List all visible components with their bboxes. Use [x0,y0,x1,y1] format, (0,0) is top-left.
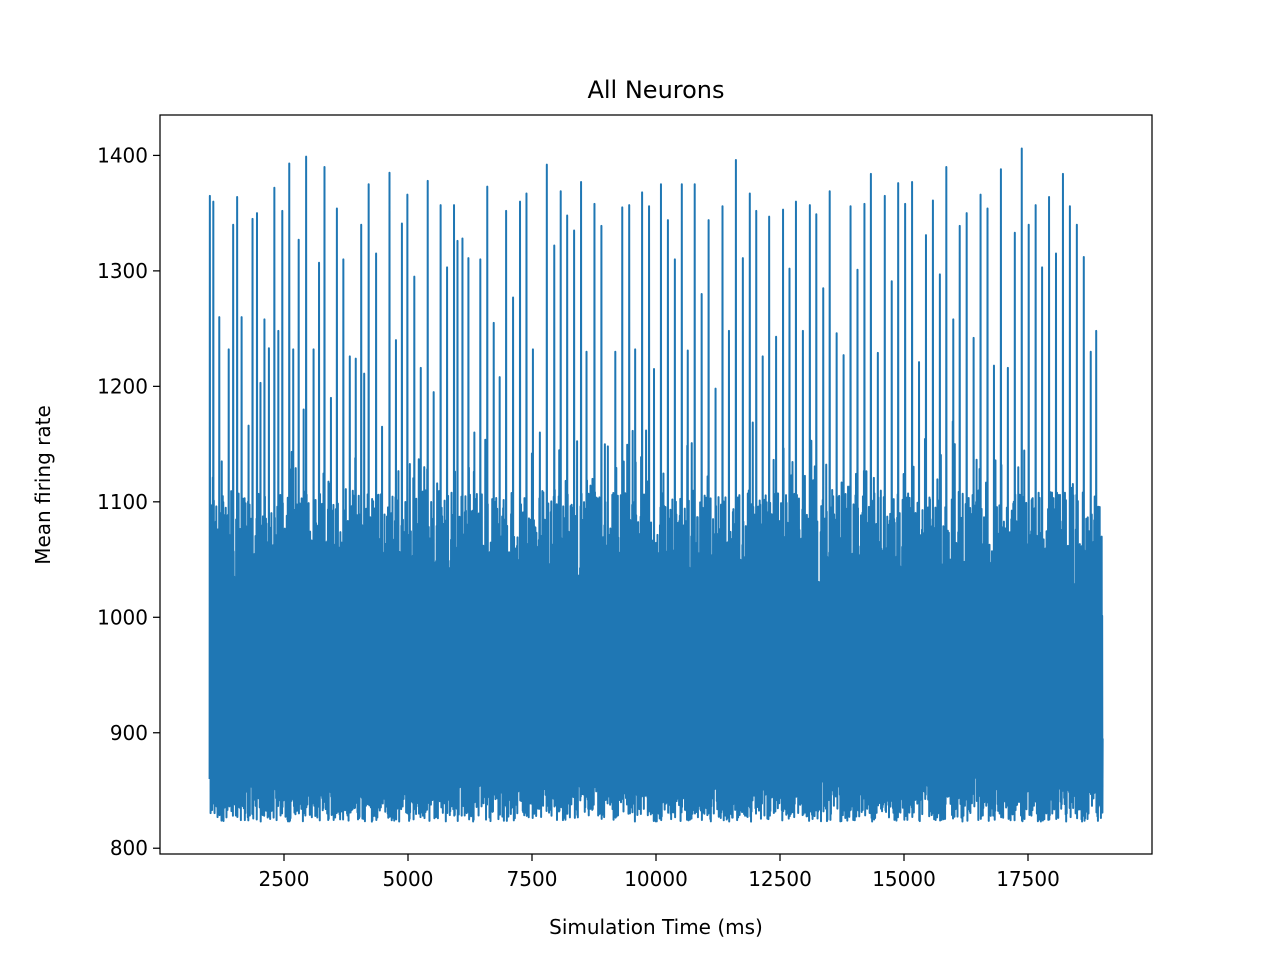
x-tick-label: 10000 [624,867,688,891]
y-tick-label: 1100 [97,490,148,514]
y-tick-label: 900 [110,721,148,745]
x-axis-label: Simulation Time (ms) [549,915,763,939]
y-tick-label: 1000 [97,605,148,629]
x-tick-label: 2500 [259,867,310,891]
y-axis: 800 900 1000 1100 1200 1300 1400 [97,143,160,860]
series-line-all-neurons [208,147,1104,823]
y-tick-label: 800 [110,836,148,860]
x-tick-label: 7500 [507,867,558,891]
plot-area [208,147,1104,823]
y-tick-label: 1200 [97,374,148,398]
x-tick-label: 17500 [996,867,1060,891]
x-axis: 2500 5000 7500 10000 12500 15000 17500 [259,854,1060,891]
y-tick-label: 1400 [97,143,148,167]
x-tick-label: 12500 [748,867,812,891]
x-tick-label: 5000 [383,867,434,891]
chart-title: All Neurons [587,76,724,104]
y-axis-label: Mean firing rate [31,405,55,565]
x-tick-label: 15000 [872,867,936,891]
y-tick-label: 1300 [97,259,148,283]
